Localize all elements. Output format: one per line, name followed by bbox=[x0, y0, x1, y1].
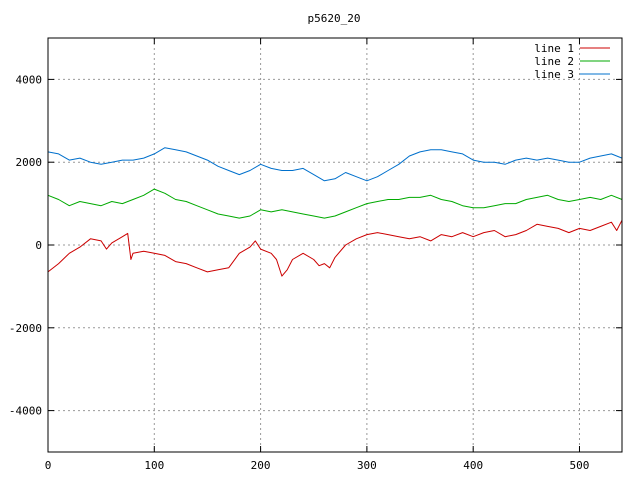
series-layer bbox=[47, 147, 623, 277]
chart-title: p5620_20 bbox=[308, 12, 361, 25]
x-tick-label: 100 bbox=[144, 459, 164, 472]
series-line-1 bbox=[47, 219, 623, 277]
x-tick-label: 200 bbox=[251, 459, 271, 472]
y-tick-label: 0 bbox=[35, 239, 42, 252]
series-line-3 bbox=[47, 147, 623, 182]
x-tick-label: 500 bbox=[570, 459, 590, 472]
y-tick-label: -2000 bbox=[9, 322, 42, 335]
x-tick-label: 0 bbox=[45, 459, 52, 472]
x-tick-label: 400 bbox=[463, 459, 483, 472]
x-tick-label: 300 bbox=[357, 459, 377, 472]
y-tick-label: 4000 bbox=[16, 73, 43, 86]
ticks: 0 100 200 300 400 500 -4000 -2000 0 2000 4000 bbox=[9, 38, 622, 472]
y-tick-label: 2000 bbox=[16, 156, 43, 169]
legend-label-3: line 3 bbox=[534, 68, 574, 81]
legend-label-1: line 1 bbox=[534, 42, 574, 55]
series-line-2 bbox=[47, 188, 623, 219]
legend-label-2: line 2 bbox=[534, 55, 574, 68]
y-tick-label: -4000 bbox=[9, 405, 42, 418]
grid bbox=[48, 38, 622, 452]
